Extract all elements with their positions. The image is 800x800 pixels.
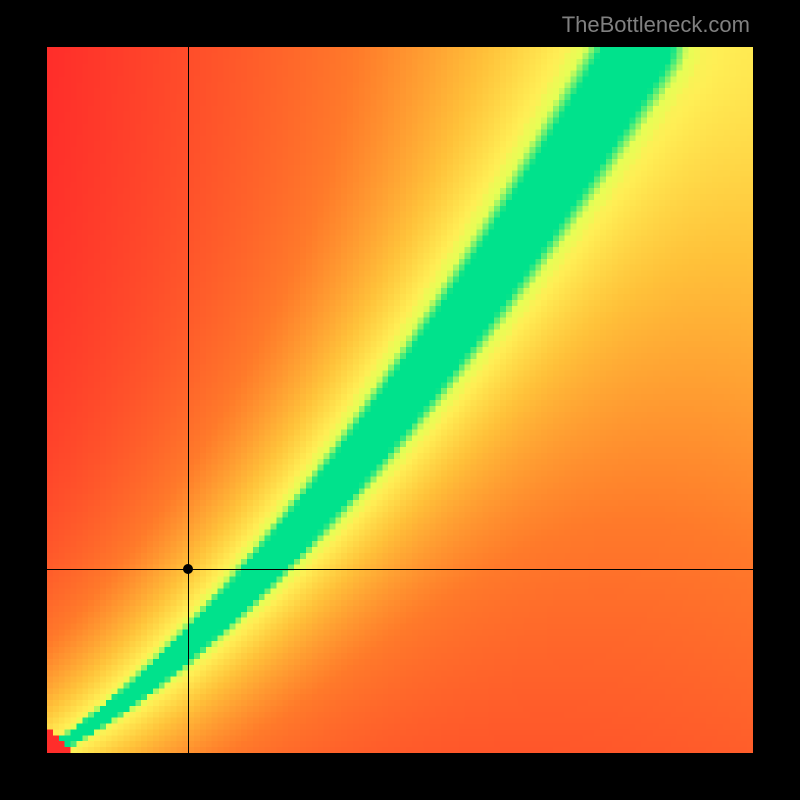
crosshair-horizontal — [47, 569, 753, 570]
heatmap-canvas — [47, 47, 753, 753]
crosshair-vertical — [188, 47, 189, 753]
watermark-text: TheBottleneck.com — [562, 12, 750, 38]
chart-container: TheBottleneck.com — [0, 0, 800, 800]
